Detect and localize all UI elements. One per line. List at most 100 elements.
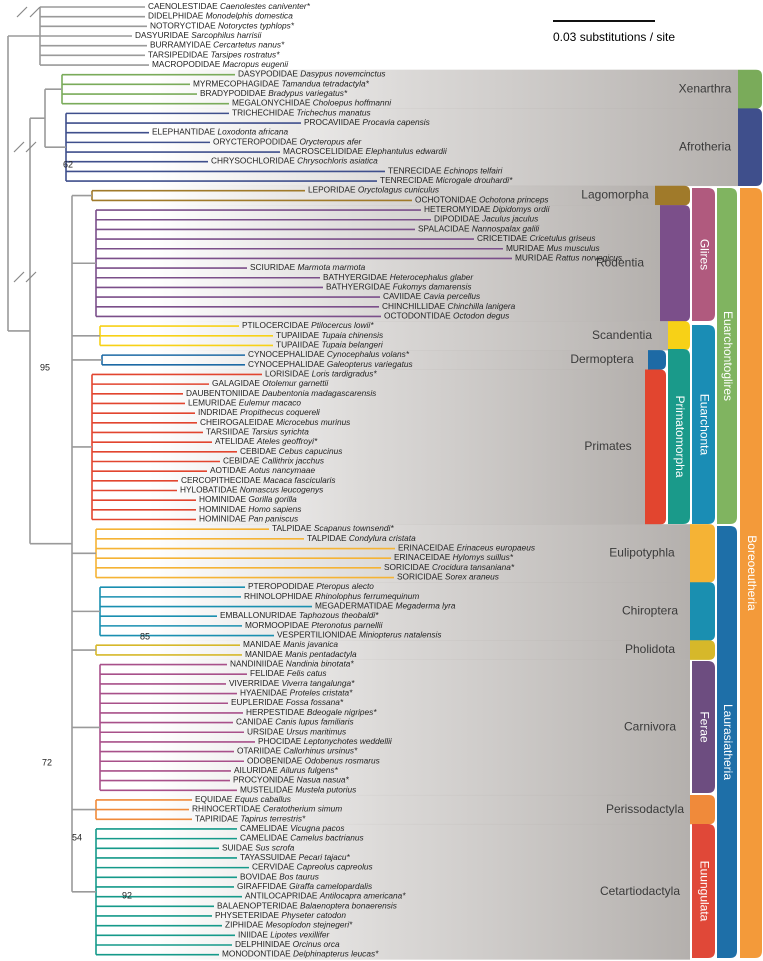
species: Marmota marmota	[298, 262, 366, 272]
family: MURIDAE	[506, 243, 545, 253]
bands	[150, 69, 762, 960]
taxon-label: NOTORYCTIDAE Notoryctes typhlops*	[150, 21, 295, 31]
family: OCHOTONIDAE	[415, 195, 477, 205]
taxon-label: MURIDAE Rattus norvegicus	[515, 253, 622, 263]
scale-bar-label: 0.03 substitutions / site	[553, 30, 675, 44]
family: TARSIPEDIDAE	[148, 50, 209, 60]
clade-label: Pholidota	[625, 642, 675, 656]
species: Viverra tangalunga*	[282, 678, 355, 688]
family: URSIDAE	[247, 726, 284, 736]
species: Nannospalax galili	[472, 224, 540, 234]
labels: CAENOLESTIDAE Caenolestes caniventer*DID…	[40, 1, 759, 959]
taxon-label: CAMELIDAE Camelus bactrianus	[240, 833, 364, 843]
taxon-label: MACROSCELIDIDAE Elephantulus edwardii	[283, 146, 448, 156]
family: ODOBENIDAE	[247, 755, 303, 765]
taxon-label: CERCOPITHECIDAE Macaca fascicularis	[181, 475, 335, 485]
species: Cricetulus griseus	[530, 233, 596, 243]
species: Gorilla gorilla	[248, 494, 297, 504]
species: Otolemur garnettii	[262, 378, 329, 388]
family: CAVIIDAE	[383, 291, 422, 301]
family: CYNOCEPHALIDAE	[248, 359, 325, 369]
taxon-label: INDRIDAE Propithecus coquereli	[198, 407, 321, 417]
species: Elephantulus edwardii	[366, 146, 448, 156]
family: BRADYPODIDAE	[200, 88, 266, 98]
clade-label: Primates	[584, 439, 631, 453]
taxon-label: OCHOTONIDAE Ochotona princeps	[415, 195, 549, 205]
family: MANIDAE	[245, 649, 283, 659]
species: Dipidomys ordii	[493, 204, 551, 214]
taxon-label: CHEIROGALEIDAE Microcebus murinus	[200, 417, 350, 427]
taxon-label: SORICIDAE Crocidura tansaniana*	[384, 562, 515, 572]
species: Ailurus fulgens*	[279, 765, 338, 775]
taxon-label: AOTIDAE Aotus nancymaae	[210, 465, 316, 475]
family: HOMINIDAE	[199, 514, 246, 524]
taxon-label: ZIPHIDAE Mesoplodon stejnegeri*	[225, 920, 353, 930]
clade-band	[150, 582, 690, 641]
family: PTILOCERCIDAE	[242, 320, 309, 330]
species: Mesoplodon stejnegeri*	[266, 920, 353, 930]
taxon-label: CAMELIDAE Vicugna pacos	[240, 823, 345, 833]
clade-label: Cetartiodactyla	[600, 884, 680, 898]
family: RHINOCERTIDAE	[192, 804, 261, 814]
taxon-label: MONODONTIDAE Delphinapterus leucas*	[222, 949, 379, 959]
species: Monodelphis domestica	[206, 11, 294, 21]
family: SORICIDAE	[397, 572, 443, 582]
species: Delphinapterus leucas*	[293, 949, 379, 959]
family: OTARIIDAE	[237, 746, 282, 756]
family: INDRIDAE	[198, 407, 238, 417]
taxon-label: SPALACIDAE Nannospalax galili	[418, 224, 540, 234]
family: TRICHECHIDAE	[232, 108, 295, 118]
taxon-label: BATHYERGIDAE Heterocephalus glaber	[323, 272, 474, 282]
taxon-label: PTILOCERCIDAE Ptilocercus lowii*	[242, 320, 374, 330]
family: NANDINIIDAE	[230, 659, 284, 669]
taxon-label: PROCAVIIDAE Procavia capensis	[304, 117, 430, 127]
species: Nandinia binotata*	[286, 659, 355, 669]
family: MORMOOPIDAE	[245, 620, 310, 630]
tree	[7, 6, 512, 956]
clade-band	[150, 369, 645, 525]
superclade-bar	[740, 188, 762, 958]
species: Pteronotus parnellii	[311, 620, 383, 630]
taxon-label: HOMINIDAE Homo sapiens	[199, 504, 301, 514]
family: ERINACEIDAE	[398, 543, 455, 553]
family: ERINACEIDAE	[394, 552, 451, 562]
species: Balaenoptera bonaerensis	[300, 900, 397, 910]
family: DIDELPHIDAE	[148, 11, 204, 21]
family: PTEROPODIDAE	[248, 581, 314, 591]
family: DAUBENTONIIDAE	[186, 388, 260, 398]
species: Tapirus terrestris*	[241, 813, 306, 823]
species: Choloepus hoffmanni	[313, 98, 393, 108]
species: Felis catus	[287, 668, 327, 678]
taxon-label: MACROPODIDAE Macropus eugenii	[152, 59, 289, 69]
taxon-label: HOMINIDAE Pan paniscus	[199, 514, 298, 524]
species: Cynocephalus volans*	[327, 349, 410, 359]
clade-tab	[668, 321, 690, 351]
taxon-label: CRICETIDAE Cricetulus griseus	[477, 233, 596, 243]
taxon-label: TENRECIDAE Microgale drouhardi*	[380, 175, 513, 185]
species: Callorhinus ursinus*	[283, 746, 358, 756]
clade-label: Eulipotyphla	[609, 546, 675, 560]
clade-tab	[645, 369, 666, 525]
species: Ptilocercus lowii*	[311, 320, 374, 330]
species: Dasypus novemcinctus	[300, 69, 385, 79]
taxon-label: SUIDAE Sus scrofa	[222, 842, 295, 852]
taxon-label: HOMINIDAE Gorilla gorilla	[199, 494, 297, 504]
species: Loxodonta africana	[217, 127, 288, 137]
family: TAPIRIDAE	[195, 813, 239, 823]
species: Fossa fossana*	[286, 697, 344, 707]
family: EUPLERIDAE	[231, 697, 284, 707]
superclade-bar	[692, 188, 715, 321]
taxon-label: MYRMECOPHAGIDAE Tamandua tetradactyla*	[193, 79, 370, 89]
taxon-label: PTEROPODIDAE Pteropus alecto	[248, 581, 374, 591]
superclade-label: Euungulata	[697, 861, 711, 922]
taxon-label: HETEROMYIDAE Dipidomys ordii	[424, 204, 551, 214]
species: Tupaia belangeri	[322, 340, 384, 350]
species: Microcebus murinus	[276, 417, 350, 427]
superclade-label: Primatomorpha	[673, 395, 687, 477]
species: Propithecus coquereli	[240, 407, 321, 417]
species: Chrysochloris asiatica	[297, 156, 378, 166]
species: Oryctolagus cuniculus	[358, 185, 439, 195]
taxon-label: TENRECIDAE Echinops telfairi	[388, 166, 504, 176]
family: MYRMECOPHAGIDAE	[193, 79, 280, 89]
superclade-label: Euarchonta	[697, 394, 711, 456]
